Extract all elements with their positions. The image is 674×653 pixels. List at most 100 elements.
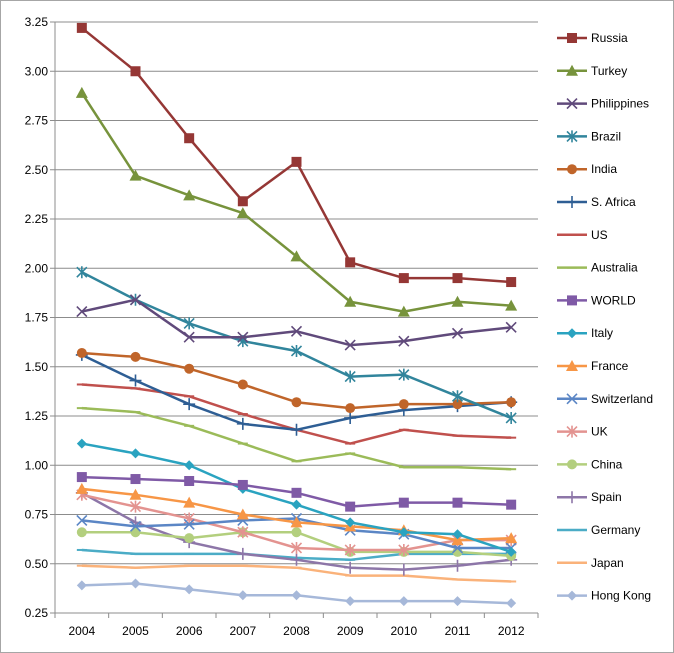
legend-marker (566, 425, 578, 438)
y-tick-label: 2.50 (25, 163, 49, 177)
data-point-hong-kong (184, 584, 195, 595)
data-point-world (291, 487, 302, 498)
legend-marker (566, 130, 578, 143)
x-tick-label: 2010 (390, 624, 417, 638)
data-point-russia (184, 133, 195, 144)
series-turkey (75, 86, 518, 317)
y-tick-label: 3.25 (25, 15, 49, 29)
data-point-uk (129, 500, 142, 513)
legend-item-brazil: Brazil (557, 129, 621, 143)
y-tick-label: 2.75 (25, 114, 49, 128)
x-tick-label: 2008 (283, 624, 310, 638)
x-tick-label: 2009 (337, 624, 364, 638)
data-point-india (237, 379, 248, 390)
legend-item-spain: Spain (557, 490, 622, 504)
data-point-brazil (183, 317, 195, 330)
y-tick-label: 1.50 (25, 360, 49, 374)
data-point-italy (291, 499, 302, 510)
data-point-world (184, 476, 195, 487)
data-point-brazil (398, 368, 410, 381)
y-tick-label: 1.25 (25, 409, 49, 423)
legend-label: Spain (591, 490, 622, 504)
x-tick-label: 2005 (122, 624, 149, 638)
data-point-philippines (398, 335, 410, 347)
data-point-s-africa (344, 411, 357, 424)
legend-label: Germany (591, 523, 640, 537)
data-point-brazil (451, 390, 464, 403)
legend-label: S. Africa (591, 195, 636, 209)
y-tick-label: 1.75 (25, 311, 49, 325)
legend-item-india: India (557, 162, 617, 176)
data-point-philippines (290, 325, 303, 337)
y-tick-label: 0.75 (25, 508, 49, 522)
data-point-spain (397, 563, 410, 576)
x-tick-label: 2007 (229, 624, 256, 638)
legend-label: WORLD (591, 293, 636, 307)
x-tick-label: 2011 (445, 624, 471, 638)
data-point-france (236, 508, 249, 520)
data-point-hong-kong (130, 578, 141, 589)
data-point-italy (398, 527, 409, 538)
y-tick-label: 3.00 (25, 64, 49, 78)
data-point-russia (237, 196, 248, 207)
data-point-italy (184, 460, 195, 471)
data-point-italy (506, 546, 517, 557)
legend-marker (567, 33, 577, 43)
data-point-russia (506, 277, 517, 288)
data-point-russia (130, 66, 141, 77)
data-point-hong-kong (398, 596, 409, 607)
x-tick-label: 2012 (498, 624, 525, 638)
data-point-turkey (505, 299, 518, 311)
data-point-turkey (75, 86, 88, 98)
legend-item-australia: Australia (557, 261, 638, 275)
legend-label: China (591, 457, 623, 471)
legend-label: Australia (591, 261, 638, 275)
legend-item-japan: Japan (557, 556, 624, 570)
data-point-brazil (344, 370, 356, 383)
legend-label: Italy (591, 326, 613, 340)
data-point-spain (451, 559, 464, 572)
data-point-spain (290, 553, 303, 566)
legend-marker (566, 393, 578, 405)
data-point-india (506, 397, 517, 408)
y-tick-label: 1.00 (25, 458, 49, 472)
data-point-world (76, 472, 87, 483)
data-point-hong-kong (452, 596, 463, 607)
data-point-russia (291, 156, 302, 167)
data-point-india (184, 363, 195, 374)
legend-item-russia: Russia (557, 31, 628, 45)
data-point-china (291, 527, 302, 538)
legend-label: US (591, 228, 608, 242)
data-point-philippines (237, 331, 249, 343)
legend-label: Philippines (591, 97, 649, 111)
legend-marker (566, 196, 578, 208)
legend-label: Switzerland (591, 392, 653, 406)
data-point-turkey (183, 189, 196, 201)
legend-item-philippines: Philippines (557, 97, 649, 111)
legend-label: Russia (591, 31, 628, 45)
data-point-world (345, 501, 356, 512)
data-point-russia (452, 273, 463, 284)
data-point-switzerland (129, 520, 142, 532)
data-point-india (452, 399, 463, 410)
data-point-philippines (344, 339, 356, 351)
data-point-india (398, 399, 409, 410)
series-world (76, 472, 517, 512)
data-point-brazil (290, 344, 303, 357)
x-tick-label: 2004 (68, 624, 95, 638)
data-point-italy (452, 529, 463, 540)
legend-marker (567, 459, 577, 470)
y-axis-ticks: 0.25 0.50 0.75 1.00 1.25 1.50 1.75 2.00 2.25 2.50… (25, 15, 55, 620)
legend-marker (566, 98, 578, 110)
x-tick-label: 2006 (176, 624, 203, 638)
legend-label: Japan (591, 556, 624, 570)
legend-label: France (591, 359, 629, 373)
data-point-italy (130, 448, 141, 459)
series-philippines (76, 294, 517, 351)
data-point-india (76, 347, 87, 358)
y-tick-label: 0.25 (25, 606, 49, 620)
legend-item-us: US (557, 228, 608, 242)
series-australia (76, 406, 517, 471)
legend-marker (566, 360, 578, 371)
data-point-russia (345, 257, 356, 268)
